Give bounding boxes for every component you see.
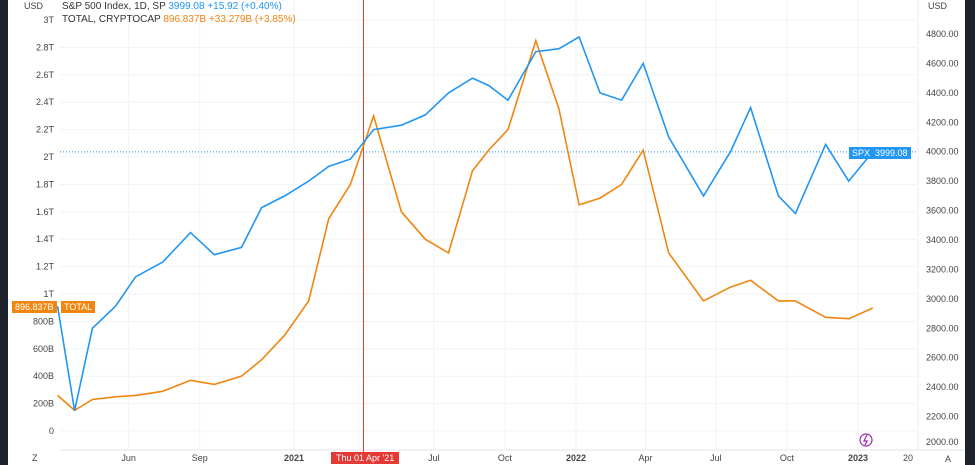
left-tick-label: 1.4T bbox=[36, 234, 55, 244]
right-tick-label: 2600.00 bbox=[926, 353, 959, 363]
time-tick-label: Jul bbox=[710, 453, 722, 463]
time-tick-label: 2023 bbox=[848, 453, 868, 463]
legend-total[interactable]: TOTAL, CRYPTOCAP 896.837B +33.279B (+3.8… bbox=[62, 14, 296, 25]
left-tick-label: 600B bbox=[33, 344, 54, 354]
right-tick-label: 2800.00 bbox=[926, 323, 959, 333]
time-tick-label: Apr bbox=[639, 453, 653, 463]
right-currency-label: USD bbox=[928, 1, 948, 11]
time-tick-label: Jul bbox=[428, 453, 440, 463]
zoom-button[interactable]: Z bbox=[32, 453, 38, 463]
time-tick-label: 2022 bbox=[566, 453, 586, 463]
legend-total-change: +33.279B (+3.85%) bbox=[208, 14, 296, 25]
right-tick-label: 3000.00 bbox=[926, 294, 959, 304]
time-tick-label: Oct bbox=[780, 453, 795, 463]
right-tick-label: 3600.00 bbox=[926, 206, 959, 216]
legend-total-value: 896.837B bbox=[163, 14, 207, 25]
left-tick-label: 2.8T bbox=[36, 42, 55, 52]
total-label-badge: TOTAL bbox=[61, 301, 96, 313]
legend-spx-change: +15.92 (+0.40%) bbox=[207, 1, 282, 12]
right-tick-label: 3800.00 bbox=[926, 176, 959, 186]
right-tick-label: 4800.00 bbox=[926, 29, 959, 39]
right-axis: 2000.00 2200.00 2400.00 2600.00 2800.00 3000.… bbox=[926, 29, 959, 447]
left-tick-label: 2.6T bbox=[36, 70, 55, 80]
chart-frame bbox=[8, 0, 965, 465]
right-tick-label: 4200.00 bbox=[926, 117, 959, 127]
time-tick-label: Oct bbox=[498, 453, 513, 463]
legend-spx[interactable]: S&P 500 Index, 1D, SP 3999.08 +15.92 (+0… bbox=[62, 1, 282, 12]
legend-spx-value: 3999.08 bbox=[168, 1, 205, 12]
left-tick-label: 1.2T bbox=[36, 262, 55, 272]
left-tick-label: 1.8T bbox=[36, 179, 55, 189]
left-tick-label: 1.6T bbox=[36, 207, 55, 217]
time-tick-label: Sep bbox=[192, 453, 208, 463]
lightning-icon[interactable] bbox=[859, 433, 873, 447]
spx-price-badge: 3999.08 bbox=[872, 147, 911, 159]
left-tick-label: 400B bbox=[33, 371, 54, 381]
left-tick-label: 2.2T bbox=[36, 125, 55, 135]
right-tick-label: 3400.00 bbox=[926, 235, 959, 245]
total-series-line bbox=[57, 38, 874, 412]
right-tick-label: 4000.00 bbox=[926, 147, 959, 157]
legend-total-name: TOTAL, CRYPTOCAP bbox=[62, 14, 161, 25]
right-tick-label: 4600.00 bbox=[926, 58, 959, 68]
left-tick-label: 800B bbox=[33, 316, 54, 326]
grid bbox=[60, 0, 965, 451]
time-tick-label: 20 bbox=[903, 453, 913, 463]
right-tick-label: 2400.00 bbox=[926, 382, 959, 392]
right-tick-label: 4400.00 bbox=[926, 88, 959, 98]
left-currency-label: USD bbox=[24, 1, 44, 11]
time-tick-label: 2021 bbox=[284, 453, 304, 463]
crosshair-date-badge: Thu 01 Apr '21 bbox=[331, 452, 400, 464]
spx-series-line bbox=[56, 35, 874, 411]
time-axis: Jun Sep 2021 Jul Oct 2022 Apr Jul Oct 2023 20 bbox=[121, 453, 913, 463]
auto-scale-button[interactable]: A bbox=[945, 454, 951, 464]
total-price-badge: 896.837B bbox=[12, 301, 57, 313]
left-tick-label: 200B bbox=[33, 399, 54, 409]
left-tick-label: 2T bbox=[43, 152, 54, 162]
left-tick-label: 3T bbox=[43, 15, 54, 25]
left-tick-label: 2.4T bbox=[36, 97, 55, 107]
spx-label-badge: SPX bbox=[849, 147, 874, 159]
right-tick-label: 2000.00 bbox=[926, 437, 959, 447]
right-tick-label: 3200.00 bbox=[926, 264, 959, 274]
left-axis: 0 200B 400B 600B 800B 1T 1.2T 1.4T 1.6T 1.8T 2T 2.2… bbox=[33, 15, 55, 436]
time-tick-label: Jun bbox=[121, 453, 136, 463]
left-tick-label: 0 bbox=[49, 426, 54, 436]
right-tick-label: 2200.00 bbox=[926, 412, 959, 422]
legend-spx-name: S&P 500 Index, 1D, SP bbox=[62, 1, 166, 12]
left-tick-label: 1T bbox=[43, 289, 54, 299]
